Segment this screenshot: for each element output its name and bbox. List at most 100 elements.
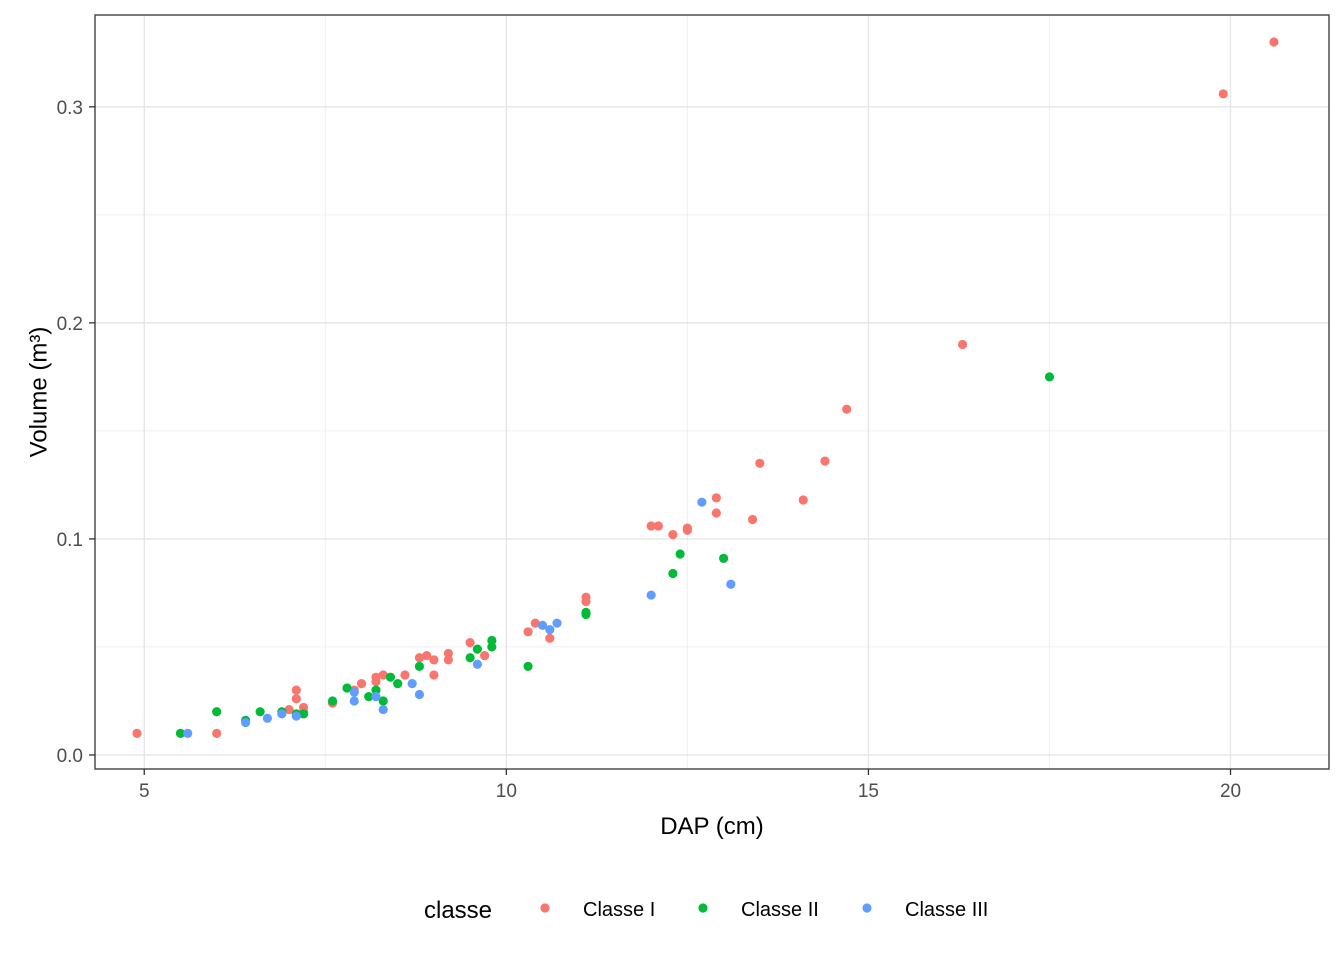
data-point: [349, 687, 359, 697]
data-point: [349, 696, 359, 706]
y-tick-label: 0.1: [57, 530, 83, 551]
data-point: [530, 618, 540, 628]
data-point: [414, 653, 425, 663]
x-axis-title: DAP (cm): [660, 813, 764, 840]
data-point: [364, 692, 374, 702]
data-point: [1044, 372, 1055, 382]
data-point: [378, 670, 388, 680]
data-point: [393, 679, 403, 689]
data-point: [545, 633, 555, 643]
data-point: [291, 694, 301, 704]
data-point: [581, 596, 591, 607]
data-point: [291, 711, 301, 721]
data-point: [385, 672, 396, 682]
legend-title: classe: [424, 897, 492, 924]
data-point: [414, 689, 425, 700]
data-point: [726, 579, 736, 589]
data-point: [422, 650, 432, 661]
data-point: [465, 653, 475, 663]
data-point: [668, 529, 678, 540]
data-point: [212, 707, 222, 717]
data-point: [487, 635, 497, 646]
data-point: [480, 650, 490, 661]
x-tick-label: 15: [858, 781, 879, 802]
major-gridlines: [95, 15, 1329, 769]
data-point: [327, 696, 338, 706]
data-point: [443, 655, 453, 665]
data-point: [1269, 37, 1279, 47]
data-point: [957, 339, 968, 350]
data-point: [443, 648, 453, 659]
data-point: [298, 709, 309, 719]
data-point: [241, 717, 251, 728]
minor-gridlines: [95, 15, 1329, 769]
data-point: [371, 685, 381, 695]
legend: classe Classe I Classe II Classe III: [424, 897, 988, 924]
x-axis-ticks: 5 10 15 20: [139, 769, 1241, 802]
data-point: [798, 495, 808, 505]
data-point: [284, 704, 294, 715]
data-point: [212, 728, 222, 738]
data-point: [291, 685, 301, 695]
data-point: [472, 659, 482, 669]
data-point: [523, 627, 533, 637]
panel-border: [94, 14, 1330, 770]
data-point: [465, 638, 475, 648]
data-point: [487, 642, 497, 652]
y-axis-ticks: 0.0 0.1 0.2 0.3: [57, 98, 95, 767]
data-point: [523, 661, 533, 671]
data-point: [472, 644, 482, 654]
data-points: [132, 37, 1279, 738]
data-point: [820, 456, 830, 466]
series-classe-i: [132, 37, 1279, 738]
data-point: [537, 620, 548, 630]
data-point: [682, 525, 692, 535]
legend-label: Classe I: [583, 899, 655, 921]
y-tick-label: 0.2: [57, 314, 83, 335]
data-point: [711, 493, 721, 503]
data-point: [646, 521, 656, 531]
legend-label: Classe III: [905, 899, 988, 921]
data-point: [718, 553, 729, 563]
legend-key: [862, 903, 872, 913]
data-point: [277, 709, 287, 719]
data-point: [711, 508, 721, 518]
y-axis-title: Volume (m³): [25, 327, 52, 458]
data-point: [646, 590, 656, 600]
data-point: [175, 728, 186, 738]
data-point: [545, 625, 555, 635]
data-point: [262, 713, 272, 723]
data-point: [356, 679, 367, 689]
data-point: [342, 683, 352, 693]
data-point: [371, 676, 381, 687]
legend-label: Classe II: [741, 899, 819, 921]
legend-key: [698, 903, 708, 913]
data-point: [429, 670, 439, 680]
x-tick-label: 10: [496, 781, 517, 802]
x-tick-label: 5: [139, 781, 150, 802]
data-point: [552, 618, 562, 628]
data-point: [842, 404, 852, 414]
data-point: [371, 692, 381, 702]
data-point: [755, 458, 765, 468]
data-point: [378, 696, 388, 706]
data-point: [407, 679, 417, 689]
y-tick-label: 0.3: [57, 98, 83, 119]
data-point: [132, 728, 142, 738]
series-classe-iii: [183, 497, 736, 738]
data-point: [400, 670, 410, 680]
data-point: [697, 497, 707, 507]
data-point: [378, 704, 388, 715]
data-point: [429, 655, 439, 665]
data-point: [653, 521, 664, 531]
data-point: [747, 514, 758, 525]
data-point: [675, 549, 685, 559]
data-point: [668, 568, 678, 579]
data-point: [581, 609, 591, 620]
data-point: [183, 728, 193, 738]
legend-key: [540, 903, 550, 913]
x-tick-label: 20: [1220, 781, 1241, 802]
data-point: [255, 707, 265, 717]
